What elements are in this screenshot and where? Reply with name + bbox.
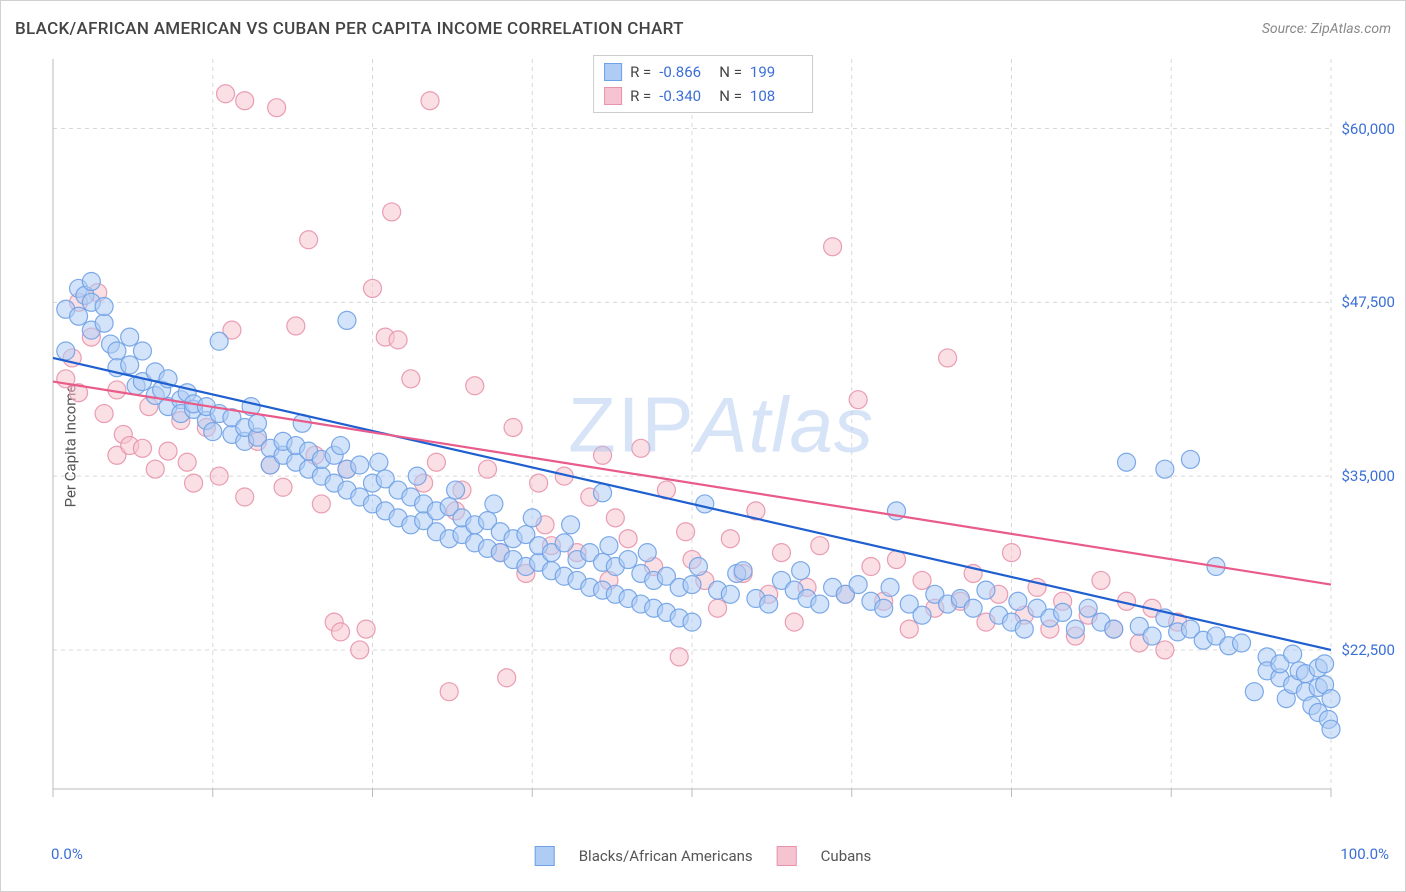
r-value-1: -0.340: [659, 84, 711, 108]
chart-container: BLACK/AFRICAN AMERICAN VS CUBAN PER CAPI…: [0, 0, 1406, 892]
n-value-1: 108: [750, 84, 802, 108]
x-min-label: 0.0%: [51, 845, 83, 863]
plot-area: ZIPAtlas: [51, 49, 1391, 819]
bottom-label-0: Blacks/African Americans: [579, 847, 753, 865]
r-label-0: R =: [630, 60, 651, 84]
plot-svg: [51, 49, 1391, 819]
y-tick-label: $47,500: [1341, 293, 1395, 311]
stats-row-1: R = -0.340 N = 108: [604, 84, 802, 108]
y-tick-label: $60,000: [1341, 120, 1395, 138]
stats-row-0: R = -0.866 N = 199: [604, 60, 802, 84]
y-tick-label: $35,000: [1341, 467, 1395, 485]
swatch-series-1: [604, 87, 622, 105]
swatch-series-0: [604, 63, 622, 81]
y-tick-label: $22,500: [1341, 641, 1395, 659]
stats-legend-box: R = -0.866 N = 199 R = -0.340 N = 108: [593, 55, 813, 113]
bottom-label-1: Cubans: [821, 847, 872, 865]
n-value-0: 199: [750, 60, 802, 84]
bottom-swatch-1: [777, 846, 797, 866]
n-label-0: N =: [719, 60, 742, 84]
bottom-swatch-0: [535, 846, 555, 866]
n-label-1: N =: [719, 84, 742, 108]
source-attribution: Source: ZipAtlas.com: [1262, 21, 1391, 37]
r-value-0: -0.866: [659, 60, 711, 84]
x-max-label: 100.0%: [1340, 845, 1389, 863]
r-label-1: R =: [630, 84, 651, 108]
chart-title: BLACK/AFRICAN AMERICAN VS CUBAN PER CAPI…: [15, 19, 684, 39]
bottom-legend: Blacks/African Americans Cubans: [535, 846, 872, 866]
